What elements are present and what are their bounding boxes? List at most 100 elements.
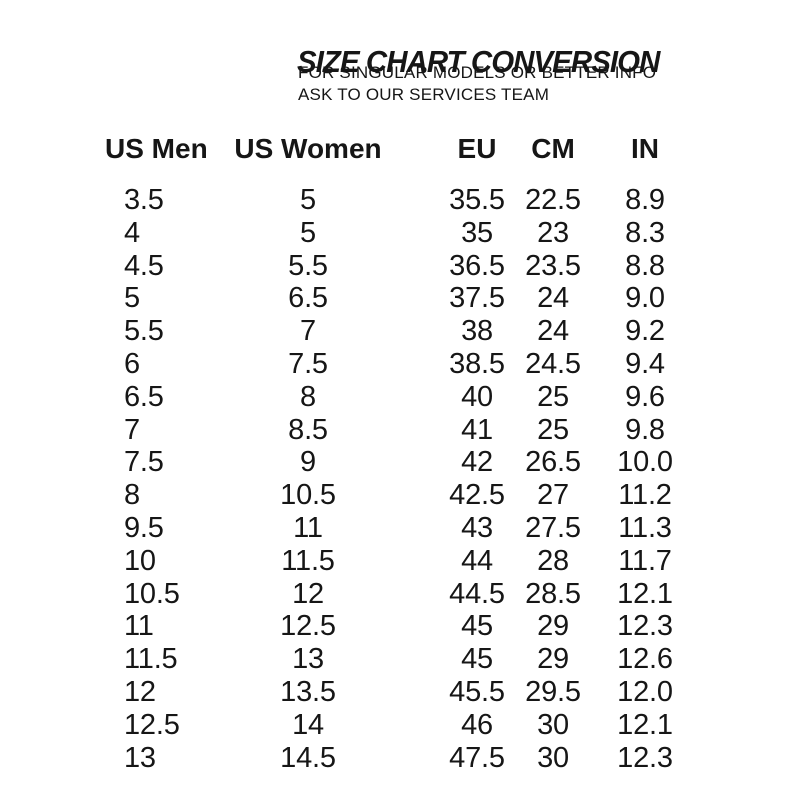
- column-header-us-men: US Men: [105, 133, 208, 164]
- size-value: 12.1: [617, 708, 673, 741]
- size-value: 44.5: [449, 577, 505, 610]
- size-value: 8.9: [625, 184, 665, 216]
- page-subtitle: FOR SINGULAR MODELS OR BETTER INFO ASK T…: [298, 62, 656, 106]
- size-value: 25: [537, 380, 569, 413]
- column-values-in: 8.9 8.3 8.8 9.0 9.2 9.4 9.6 9.8 10.0 11.2 11.3 11.7…: [585, 184, 705, 774]
- size-value: 13.5: [280, 675, 336, 708]
- size-value: 12.1: [617, 577, 673, 610]
- column-header-cm: CM: [531, 133, 575, 164]
- size-value: 9.0: [625, 282, 665, 315]
- size-value: 12.3: [617, 741, 673, 774]
- size-value: 13: [292, 643, 324, 676]
- page-subtitle-line2: ASK TO OUR SERVICES TEAM: [298, 85, 550, 104]
- column-us-women: US Women 5 5 5.5 6.5 7 7.5 8 8.5 9 10.5 11 11.5 12 12…: [228, 128, 388, 774]
- size-value: 8: [300, 380, 316, 413]
- size-value: 36.5: [449, 249, 505, 282]
- size-value: 7: [300, 315, 316, 348]
- size-value: 11: [124, 610, 154, 643]
- size-value: 10.0: [617, 446, 673, 479]
- size-value: 6.5: [288, 282, 328, 315]
- column-in: IN 8.9 8.3 8.8 9.0 9.2 9.4 9.6 9.8 10.0 11.2 11.3 1…: [585, 128, 705, 774]
- size-value: 8.3: [625, 216, 665, 249]
- size-value: 12.3: [617, 610, 673, 643]
- size-value: 6.5: [124, 380, 164, 413]
- size-value: 12.5: [280, 610, 336, 643]
- size-value: 45: [461, 610, 493, 643]
- size-value: 38: [461, 315, 493, 348]
- column-values-cm: 22.5 23 23.5 24 24 24.5 25 25 26.5 27 27.5 28 28.5 29…: [493, 184, 613, 774]
- size-value: 24: [537, 315, 569, 348]
- size-value: 4: [124, 216, 140, 249]
- size-value: 41: [461, 413, 493, 446]
- size-value: 30: [537, 741, 569, 774]
- size-value: 40: [461, 380, 493, 413]
- size-value: 8.5: [288, 413, 328, 446]
- page-subtitle-line1: FOR SINGULAR MODELS OR BETTER INFO: [298, 63, 657, 82]
- size-value: 8: [124, 479, 140, 512]
- size-value: 11.7: [618, 544, 672, 577]
- size-value: 27.5: [525, 511, 581, 544]
- size-value: 9: [300, 446, 316, 479]
- size-value: 25: [537, 413, 569, 446]
- size-value: 37.5: [449, 282, 505, 315]
- size-value: 10.5: [280, 479, 336, 512]
- size-value: 42.5: [449, 479, 505, 512]
- size-value: 7: [124, 413, 140, 446]
- size-value: 29.5: [525, 675, 581, 708]
- size-value: 11.5: [124, 643, 178, 676]
- size-value: 47.5: [449, 741, 505, 774]
- size-value: 45.5: [449, 675, 505, 708]
- size-value: 13: [124, 741, 156, 774]
- size-value: 24.5: [525, 347, 581, 380]
- size-value: 35.5: [449, 184, 505, 216]
- column-header-in: IN: [631, 133, 659, 164]
- size-value: 22.5: [525, 184, 581, 216]
- size-value: 43: [461, 511, 493, 544]
- size-value: 12.5: [124, 708, 180, 741]
- column-values-eu: 35.5 35 36.5 37.5 38 38.5 40 41 42 42.5 43 44 44.5 45…: [417, 184, 537, 774]
- size-value: 14: [292, 708, 324, 741]
- size-value: 3.5: [124, 184, 164, 216]
- size-value: 23: [537, 216, 569, 249]
- size-value: 12.6: [617, 643, 673, 676]
- size-value: 27: [537, 479, 569, 512]
- column-header-us-women: US Women: [234, 133, 382, 164]
- size-value: 9.5: [124, 511, 164, 544]
- size-value: 11.3: [618, 511, 672, 544]
- size-value: 26.5: [525, 446, 581, 479]
- size-value: 5: [124, 282, 140, 315]
- size-value: 5: [300, 184, 316, 216]
- size-value: 4.5: [124, 249, 164, 282]
- size-value: 35: [461, 216, 493, 249]
- size-value: 14.5: [280, 741, 336, 774]
- size-value: 12: [292, 577, 324, 610]
- size-value: 28: [537, 544, 569, 577]
- size-value: 11.5: [281, 544, 335, 577]
- size-value: 7.5: [124, 446, 164, 479]
- column-header-eu: EU: [457, 133, 497, 164]
- size-value: 46: [461, 708, 493, 741]
- size-value: 29: [537, 643, 569, 676]
- size-value: 9.6: [625, 380, 665, 413]
- size-value: 9.2: [625, 315, 665, 348]
- size-value: 9.8: [625, 413, 665, 446]
- size-value: 24: [537, 282, 569, 315]
- size-value: 10.5: [124, 577, 180, 610]
- size-value: 11: [293, 511, 323, 544]
- size-value: 45: [461, 643, 493, 676]
- size-value: 28.5: [525, 577, 581, 610]
- size-value: 30: [537, 708, 569, 741]
- size-value: 6: [124, 347, 140, 380]
- size-value: 5: [300, 216, 316, 249]
- column-eu: EU 35.5 35 36.5 37.5 38 38.5 40 41 42 42.5 43 44 44.…: [417, 128, 537, 774]
- size-value: 23.5: [525, 249, 581, 282]
- column-values-us-men: 3.5 4 4.5 5 5.5 6 6.5 7 7.5 8 9.5 10 10.5 11 11.5 12 12.…: [105, 184, 245, 774]
- page-title: SIZE CHART CONVERSION: [297, 43, 660, 79]
- size-value: 42: [461, 446, 493, 479]
- column-values-us-women: 5 5 5.5 6.5 7 7.5 8 8.5 9 10.5 11 11.5 12 12.5 13 13.5 1…: [228, 184, 388, 774]
- column-cm: CM 22.5 23 23.5 24 24 24.5 25 25 26.5 27 27.5 28 28.…: [493, 128, 613, 774]
- size-value: 12: [124, 675, 156, 708]
- size-value: 9.4: [625, 347, 665, 380]
- size-value: 29: [537, 610, 569, 643]
